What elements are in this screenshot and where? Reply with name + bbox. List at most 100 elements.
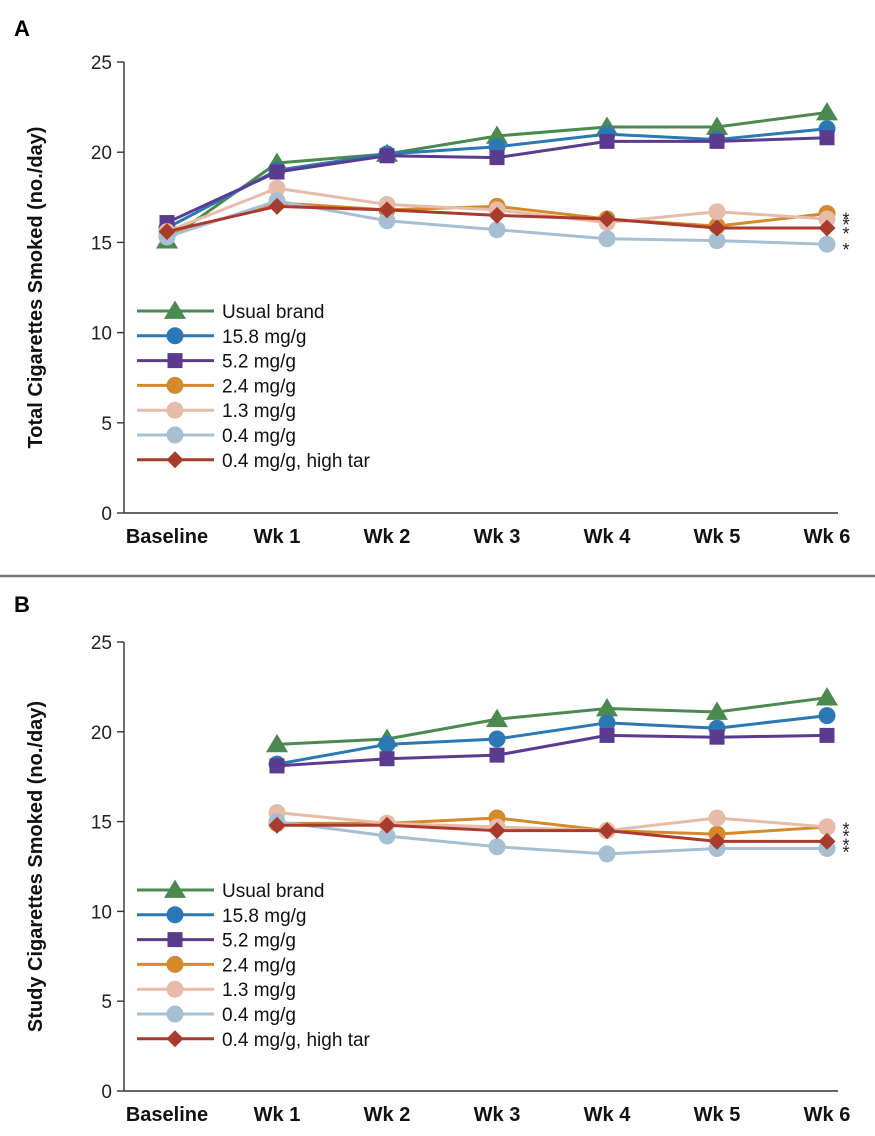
- data-point: [708, 219, 726, 237]
- data-point: [378, 827, 396, 845]
- data-point: [818, 210, 836, 228]
- data-point: [815, 102, 839, 121]
- data-point: [818, 818, 836, 836]
- legend-marker: [166, 327, 184, 345]
- legend-marker: [166, 980, 184, 998]
- panel-letter: B: [14, 592, 30, 617]
- series-line: [276, 811, 828, 833]
- data-point: [265, 733, 289, 753]
- data-point: [488, 730, 506, 748]
- data-point: [815, 687, 839, 706]
- legend-label: 1.3 mg/g: [222, 980, 296, 1001]
- x-tick-label: Wk 5: [694, 1104, 741, 1126]
- legend-item: 0.4 mg/g: [137, 426, 296, 447]
- series-line: [276, 733, 828, 768]
- series-2: [159, 130, 835, 231]
- legend-item: 0.4 mg/g, high tar: [137, 1030, 371, 1051]
- panel-a: A 0 5 10 15 20 25 Baseline Wk 1 Wk 2 Wk 3 Wk 4 Wk 5 W…: [14, 16, 850, 548]
- y-tick-label: 25: [91, 633, 112, 654]
- data-point: [705, 701, 729, 720]
- significance-marker: *: [842, 843, 849, 863]
- legend-marker: [166, 1030, 184, 1048]
- legend-item: 1.3 mg/g: [137, 980, 296, 1001]
- series-line: [276, 696, 828, 746]
- data-point: [488, 206, 506, 224]
- legend-label: 15.8 mg/g: [222, 327, 307, 348]
- series-4: [268, 804, 836, 840]
- x-tick-label: Baseline: [126, 1104, 208, 1126]
- data-point: [598, 714, 616, 732]
- data-point: [489, 150, 505, 166]
- series-6: [158, 197, 836, 241]
- data-point: [488, 221, 506, 239]
- legend-label: 0.4 mg/g: [222, 426, 296, 447]
- legend-item: 2.4 mg/g: [137, 376, 296, 397]
- legend-label: 5.2 mg/g: [222, 352, 296, 373]
- data-point: [488, 838, 506, 856]
- legend-marker: [166, 451, 184, 469]
- data-point: [598, 822, 616, 840]
- data-point: [378, 201, 396, 219]
- y-tick-label: 10: [91, 902, 112, 923]
- legend-marker: [167, 353, 183, 369]
- legend-item: 5.2 mg/g: [137, 931, 296, 952]
- legend-label: 5.2 mg/g: [222, 931, 296, 952]
- legend: Usual brand 15.8 mg/g 5.2 mg/g 2.4 mg/g 1.3 …: [137, 300, 371, 472]
- x-tick-label: Wk 6: [804, 526, 851, 548]
- panel-letter: A: [14, 16, 30, 41]
- x-tick-label: Wk 4: [584, 526, 632, 548]
- legend-item: 15.8 mg/g: [137, 327, 307, 348]
- legend-marker: [166, 401, 184, 419]
- data-point: [158, 223, 176, 241]
- legend-label: 1.3 mg/g: [222, 401, 296, 422]
- data-point: [378, 212, 396, 230]
- data-point: [709, 133, 725, 149]
- series-0: [265, 687, 839, 753]
- y-tick-label: 20: [91, 143, 112, 164]
- legend-item: 5.2 mg/g: [137, 352, 296, 373]
- x-tick-label: Wk 4: [584, 1104, 632, 1126]
- legend-marker: [166, 376, 184, 394]
- legend-marker: [166, 955, 184, 973]
- series-line: [276, 714, 828, 766]
- legend-label: 0.4 mg/g, high tar: [222, 1030, 371, 1051]
- data-point: [818, 707, 836, 725]
- x-tick-label: Wk 2: [364, 526, 411, 548]
- legend-item: Usual brand: [137, 300, 324, 323]
- data-point: [819, 727, 835, 743]
- legend-marker: [166, 426, 184, 444]
- legend-item: 0.4 mg/g: [137, 1005, 296, 1026]
- data-point: [379, 751, 395, 767]
- legend: Usual brand 15.8 mg/g 5.2 mg/g 2.4 mg/g 1.3 …: [137, 879, 371, 1051]
- legend-marker: [163, 300, 187, 319]
- data-point: [708, 832, 726, 850]
- legend-label: 2.4 mg/g: [222, 955, 296, 976]
- significance-marker: *: [842, 215, 849, 235]
- significance-marker: *: [842, 240, 849, 260]
- data-point: [818, 219, 836, 237]
- data-point: [818, 832, 836, 850]
- data-point: [269, 758, 285, 774]
- x-tick-label: Wk 5: [694, 526, 741, 548]
- data-point: [595, 697, 619, 717]
- panel-b: B 0 5 10 15 20 25 Baseline Wk 1 Wk 2 Wk 3 Wk 4 Wk 5 W…: [14, 592, 850, 1126]
- x-tick-label: Baseline: [126, 526, 208, 548]
- series-6: [268, 816, 836, 850]
- y-tick-label: 20: [91, 723, 112, 744]
- y-tick-label: 0: [101, 1082, 112, 1103]
- data-point: [488, 822, 506, 840]
- data-point: [705, 116, 729, 135]
- data-point: [708, 809, 726, 827]
- significance-marker: *: [842, 819, 849, 839]
- data-point: [598, 210, 616, 228]
- legend-label: 15.8 mg/g: [222, 906, 307, 927]
- x-tick-label: Wk 1: [254, 526, 301, 548]
- significance-marker: *: [842, 224, 849, 244]
- series-1: [268, 707, 836, 773]
- legend-item: 0.4 mg/g, high tar: [137, 451, 371, 472]
- legend-marker: [163, 879, 187, 898]
- y-tick-label: 5: [101, 414, 112, 435]
- y-tick-label: 15: [91, 233, 112, 254]
